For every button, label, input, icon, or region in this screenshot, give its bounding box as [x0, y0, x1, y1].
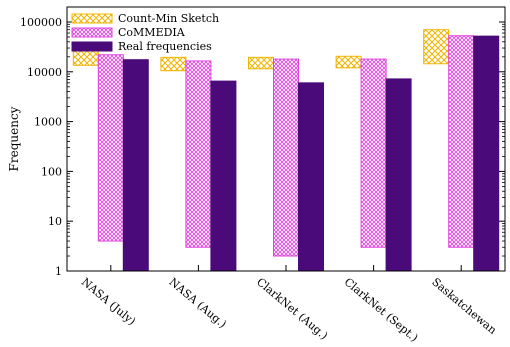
legend-item-commedia: CoMMEDIA [118, 26, 186, 39]
commedia-bar [360, 58, 387, 248]
legend-item-real-frequencies: Real frequencies [118, 40, 212, 53]
real-frequency-bar [385, 78, 412, 272]
real-frequency-bar [122, 59, 149, 272]
x-tick-label: NASA (Aug.) [166, 275, 229, 330]
y-tick-label: 1000 [34, 116, 62, 129]
y-tick-label: 10000 [27, 66, 62, 79]
y-tick-label: 100000 [20, 16, 62, 29]
legend-item-count-min-sketch: Count-Min Sketch [118, 12, 219, 25]
commedia-bar [185, 60, 212, 248]
count-min-sketch-bar [248, 56, 274, 70]
count-min-sketch-bar [423, 29, 450, 65]
x-tick-label: ClarkNet (Aug.) [254, 275, 330, 342]
legend-swatch [71, 13, 113, 24]
y-tick-label: 1 [55, 265, 62, 278]
x-tick-label: NASA (July) [79, 275, 138, 328]
x-tick-label: Saskatchewan [429, 275, 499, 337]
y-tick-label: 10 [48, 215, 62, 228]
commedia-bar [273, 58, 299, 257]
real-frequency-bar [210, 80, 237, 272]
real-frequency-bar [298, 82, 324, 272]
x-tick-label: ClarkNet (Sept.) [342, 275, 421, 344]
count-min-sketch-bar [160, 56, 187, 72]
commedia-bar [448, 35, 475, 248]
real-frequency-bar [473, 35, 500, 272]
y-axis-label: Frequency [7, 106, 21, 171]
legend-swatch [71, 41, 113, 52]
legend-swatch [71, 27, 113, 38]
y-tick-label: 100 [41, 165, 62, 178]
bars-group [72, 29, 500, 272]
plot-frame [66, 6, 506, 272]
x-axis-tick-labels: NASA (July) NASA (Aug.) ClarkNet (Aug.) Cla… [79, 275, 499, 344]
y-axis-ticks: 1 10 100 1000 10000 100000 [20, 6, 505, 278]
count-min-sketch-bar [335, 55, 362, 69]
commedia-bar [97, 54, 124, 242]
